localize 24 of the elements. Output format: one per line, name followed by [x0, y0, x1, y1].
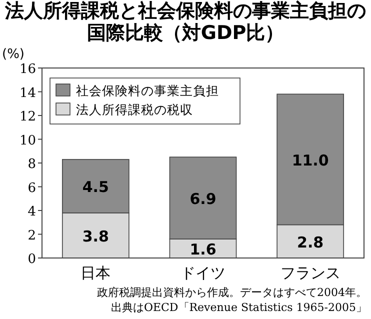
chart-title: 法人所得課税と社会保険料の事業主負担の国際比較（対GDP比） — [4, 0, 367, 44]
data-label: 11.0 — [292, 151, 329, 170]
data-label: 2.8 — [297, 233, 324, 252]
y-tick-label: 16 — [19, 62, 36, 77]
y-tick-label: 0 — [28, 252, 36, 267]
y-tick-label: 8 — [28, 157, 36, 172]
y-tick-label: 6 — [28, 180, 36, 196]
legend-label: 法人所得課税の税収 — [76, 102, 193, 117]
data-label: 3.8 — [82, 227, 109, 246]
data-label: 1.6 — [190, 240, 216, 258]
y-tick-label: 12 — [19, 110, 36, 124]
x-tick-label: フランス — [280, 264, 340, 282]
text: 政府税調提出資料から作成。データはすべて2004年。 — [97, 285, 367, 300]
x-tick-label: ドイツ — [180, 264, 226, 282]
data-label: 4.5 — [82, 178, 109, 196]
x-tick-label: 日本 — [80, 264, 111, 282]
text: 出典はOECD「Revenue Statistics 1965-2005」 — [110, 300, 367, 315]
y-tick-label: 14 — [19, 86, 36, 101]
legend-label: 社会保険料の事業主負担 — [76, 83, 219, 98]
y-tick-label: 4 — [28, 204, 36, 220]
y-tick-label: 10 — [19, 133, 36, 148]
data-label: 6.9 — [190, 190, 216, 208]
y-tick-label: 2 — [28, 228, 36, 244]
y-axis-title: (%) — [2, 47, 24, 62]
